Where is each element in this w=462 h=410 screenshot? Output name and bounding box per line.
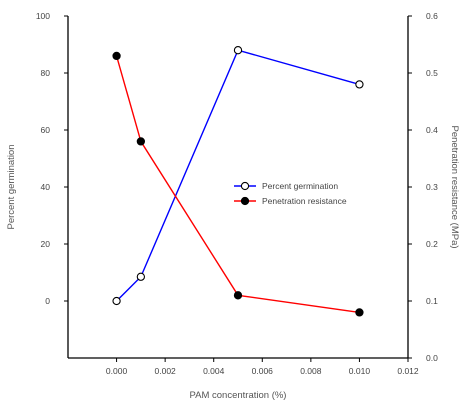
x-tick-label: 0.000 [106, 366, 128, 376]
x-tick-label: 0.004 [203, 366, 225, 376]
legend-marker [240, 181, 250, 191]
legend-label: Penetration resistance [262, 196, 347, 206]
y-left-tick-label: 80 [41, 68, 51, 78]
y-right-axis-title: Penetration resistance (MPa) [449, 125, 460, 248]
y-right-tick-label: 0.5 [426, 68, 438, 78]
y-right-tick-label: 0.6 [426, 11, 438, 21]
y-right-tick-label: 0.1 [426, 296, 438, 306]
data-point-series-1 [355, 80, 364, 89]
series-line-2 [115, 55, 360, 314]
y-left-tick-label: 40 [41, 182, 51, 192]
series-layer [112, 46, 364, 317]
series-line-1 [116, 49, 360, 302]
y-left-tick-label: 20 [41, 239, 51, 249]
y-left-tick-label: 100 [36, 11, 50, 21]
axes: 0.000 0.002 0.004 0.006 0.008 0.010 0.012 0 20 40… [6, 11, 460, 401]
y-right-tick-label: 0.0 [426, 353, 438, 363]
x-tick-label: 0.002 [155, 366, 177, 376]
y-left-tick-label: 60 [41, 125, 51, 135]
y-right-tick-label: 0.4 [426, 125, 438, 135]
data-point-series-1 [112, 296, 121, 306]
y-right-tick-label: 0.2 [426, 239, 438, 249]
x-axis-title: PAM concentration (%) [190, 390, 287, 401]
data-point-series-2 [136, 137, 146, 146]
data-point-series-1 [233, 46, 243, 55]
data-point-series-2 [112, 51, 121, 61]
legend: Percent germination Penetration resistanc… [234, 181, 347, 206]
x-tick-label: 0.012 [397, 366, 419, 376]
legend-label: Percent germination [262, 181, 338, 191]
data-point-series-1 [136, 272, 146, 281]
x-tick-label: 0.008 [300, 366, 322, 376]
data-point-series-2 [355, 308, 364, 317]
x-tick-label: 0.010 [349, 366, 371, 376]
legend-marker [240, 196, 250, 206]
y-left-tick-label: 0 [45, 296, 50, 306]
data-point-series-2 [233, 291, 243, 300]
x-tick-label: 0.006 [252, 366, 274, 376]
y-right-tick-label: 0.3 [426, 182, 438, 192]
y-left-axis-title: Percent germination [6, 144, 17, 229]
